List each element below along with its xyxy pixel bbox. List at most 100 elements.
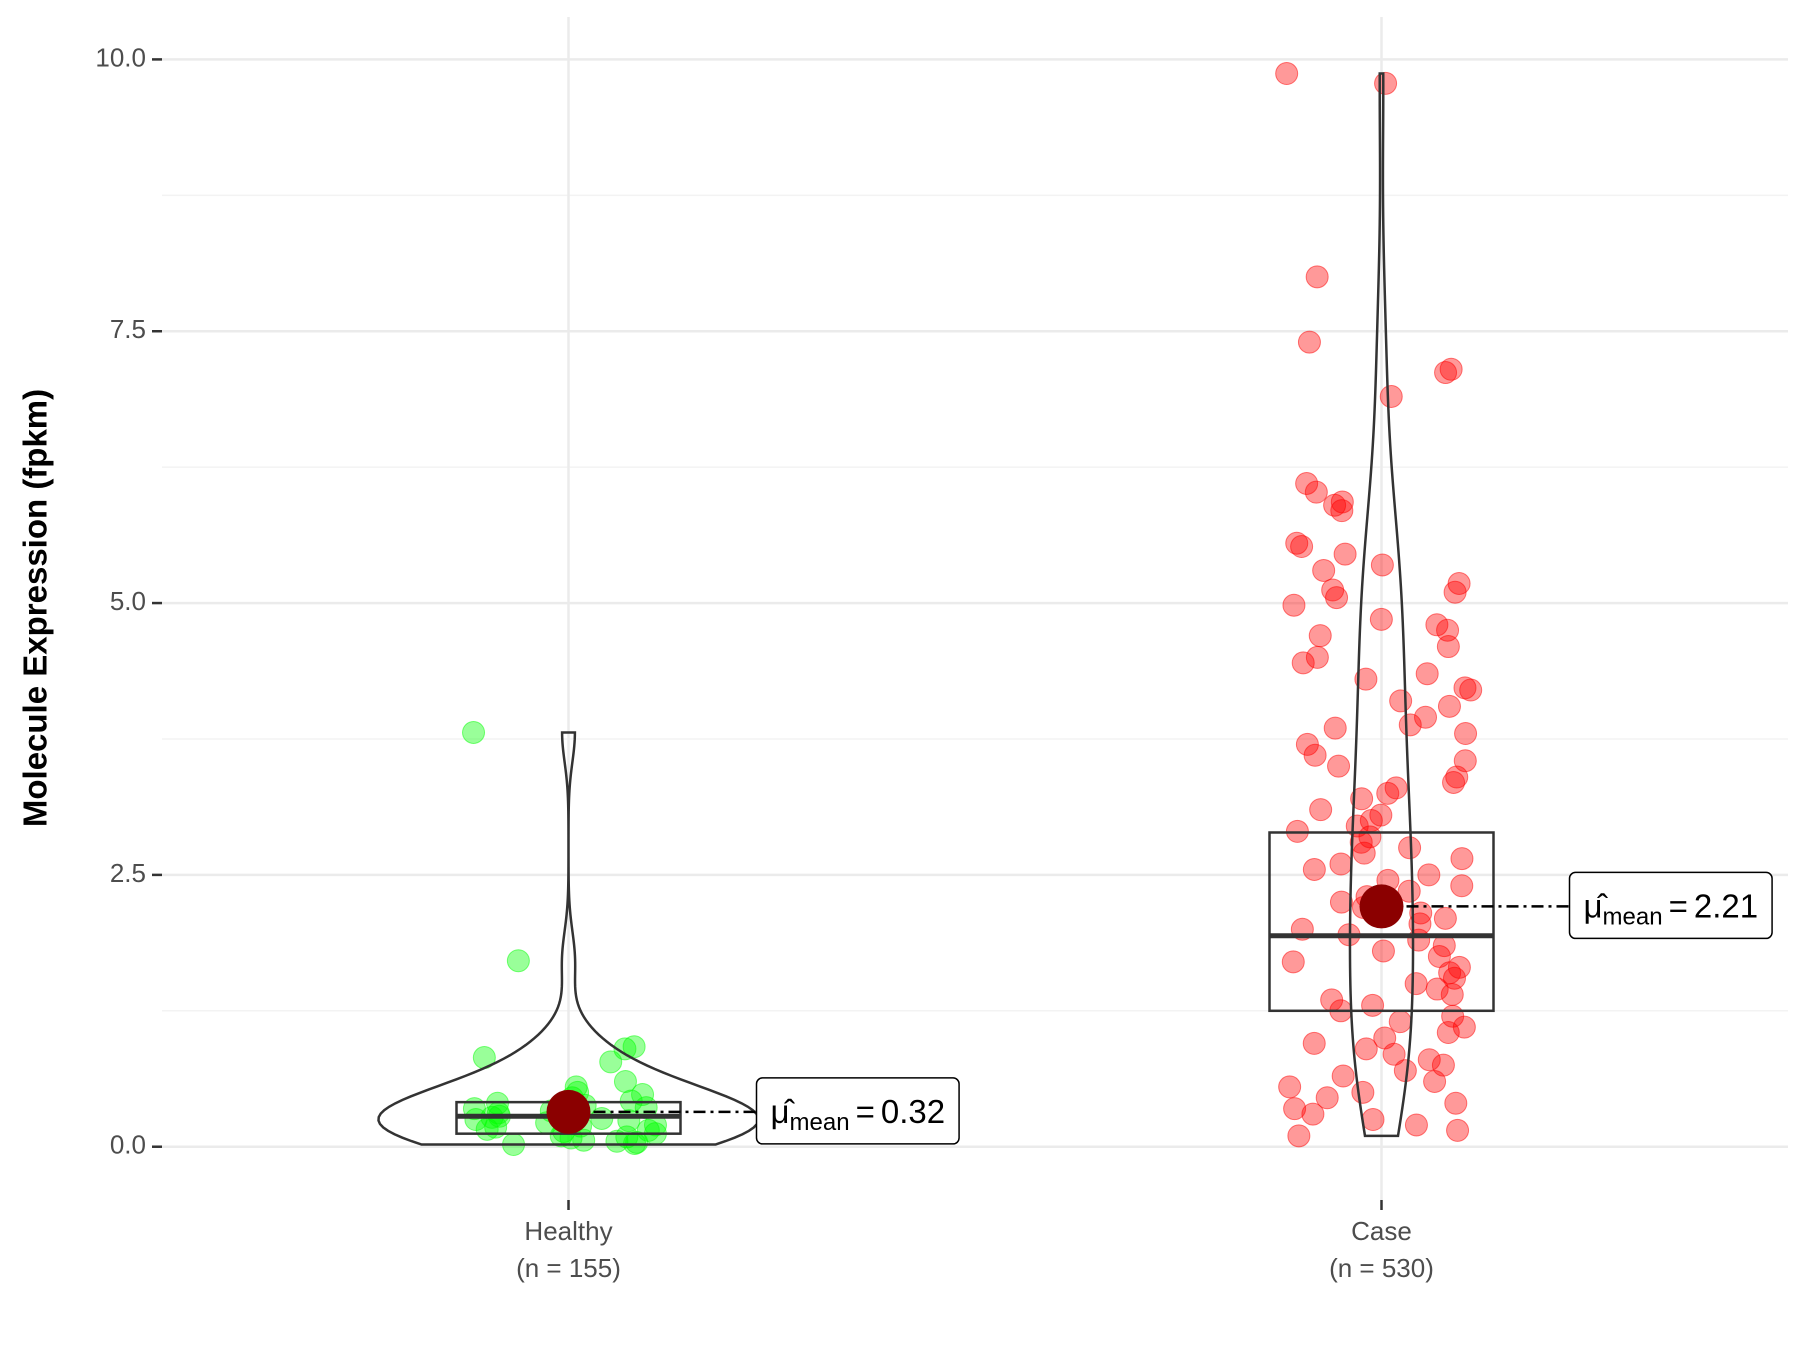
data-point: [613, 1069, 637, 1093]
y-tick-label: 0.0: [110, 1130, 146, 1160]
data-point: [1443, 580, 1467, 604]
data-point: [1351, 1080, 1375, 1104]
data-point: [1295, 471, 1319, 495]
data-point: [1453, 676, 1477, 700]
data-point: [1290, 535, 1314, 559]
mean-label-box: [755, 1077, 960, 1145]
data-point: [1282, 593, 1306, 617]
data-point: [1315, 1086, 1339, 1110]
data-point: [1382, 1042, 1406, 1066]
data-point: [1361, 1108, 1385, 1132]
data-point: [1374, 71, 1398, 95]
data-point: [1414, 705, 1438, 729]
data-point: [1437, 694, 1461, 718]
data-point: [1308, 624, 1332, 648]
data-point: [1388, 1010, 1412, 1034]
x-tick-label: Case: [1351, 1216, 1412, 1246]
data-point: [1281, 950, 1305, 974]
data-point: [1331, 1064, 1355, 1088]
data-point: [1309, 798, 1333, 822]
data-point: [622, 1035, 646, 1059]
data-point: [1305, 645, 1329, 669]
data-point: [631, 1083, 655, 1107]
data-point: [613, 1037, 637, 1061]
data-point: [1450, 874, 1474, 898]
data-point: [605, 1129, 629, 1153]
data-point: [1333, 542, 1357, 566]
data-point: [1425, 977, 1449, 1001]
x-tick-sublabel: (n = 530): [1329, 1253, 1434, 1283]
data-point: [462, 720, 486, 744]
data-point: [1323, 716, 1347, 740]
data-point: [1417, 863, 1441, 887]
mean-label-text: μ̂mean = 2.21: [1584, 887, 1759, 931]
data-point: [506, 949, 530, 973]
data-point: [1446, 1118, 1470, 1142]
mean-value: 0.32: [881, 1093, 945, 1130]
mean-label: μ̂mean = 0.32: [755, 1077, 960, 1145]
data-point: [1329, 852, 1353, 876]
data-point: [1325, 586, 1349, 610]
mean-label-box: [1568, 871, 1773, 940]
data-point: [1436, 618, 1460, 642]
data-point: [1427, 944, 1451, 968]
data-point: [1417, 1048, 1441, 1072]
data-point: [1304, 480, 1328, 504]
y-tick-label: 10.0: [95, 42, 146, 72]
data-point: [1287, 1124, 1311, 1148]
data-point: [1302, 857, 1326, 881]
x-tick-label: Healthy: [524, 1216, 612, 1246]
data-point: [1423, 1069, 1447, 1093]
data-point: [1397, 879, 1421, 903]
data-point: [1361, 993, 1385, 1017]
data-point: [1278, 1075, 1302, 1099]
data-point: [1379, 384, 1403, 408]
data-point: [1436, 1021, 1460, 1045]
data-point: [1321, 578, 1345, 602]
data-point: [1301, 1102, 1325, 1126]
data-point: [475, 1117, 499, 1141]
data-point: [1407, 928, 1431, 952]
data-point: [1302, 1031, 1326, 1055]
data-point: [1442, 770, 1466, 794]
data-point: [1369, 607, 1393, 631]
data-point: [1354, 1037, 1378, 1061]
data-point: [1283, 1097, 1307, 1121]
data-point: [1459, 678, 1483, 702]
data-point: [625, 1130, 649, 1154]
data-point: [1303, 743, 1327, 767]
x-tick-sublabel: (n = 155): [516, 1253, 621, 1283]
mean-label-text: μ̂mean = 0.32: [771, 1093, 946, 1137]
data-point: [1425, 613, 1449, 637]
grid: [162, 17, 1788, 1200]
y-tick-label: 7.5: [110, 314, 146, 344]
y-tick-label: 2.5: [110, 858, 146, 888]
box: [1268, 831, 1495, 1013]
mean-equals: =: [1669, 887, 1688, 924]
data-point: [1436, 635, 1460, 659]
data-point: [1404, 1113, 1428, 1137]
data-point: [1354, 667, 1378, 691]
data-point: [1444, 1091, 1468, 1115]
y-axis-title: Molecule Expression (fpkm): [17, 389, 54, 827]
data-point: [1434, 361, 1458, 385]
data-point: [1433, 906, 1457, 930]
mean-value: 2.21: [1694, 887, 1758, 924]
data-point: [1327, 754, 1351, 778]
mean-label: μ̂mean = 2.21: [1568, 871, 1773, 940]
mean-point: [546, 1089, 591, 1134]
data-point: [1440, 982, 1464, 1006]
data-point: [1330, 499, 1354, 523]
data-point: [1398, 713, 1422, 737]
data-point: [599, 1050, 623, 1074]
data-point: [1275, 62, 1299, 86]
data-point: [1329, 890, 1353, 914]
data-point: [1291, 651, 1315, 675]
violin: [1348, 72, 1415, 1138]
mean-subscript: mean: [790, 1109, 850, 1136]
data-point: [1297, 330, 1321, 354]
violin: [377, 731, 760, 1146]
y-tick-label: 5.0: [110, 586, 146, 616]
